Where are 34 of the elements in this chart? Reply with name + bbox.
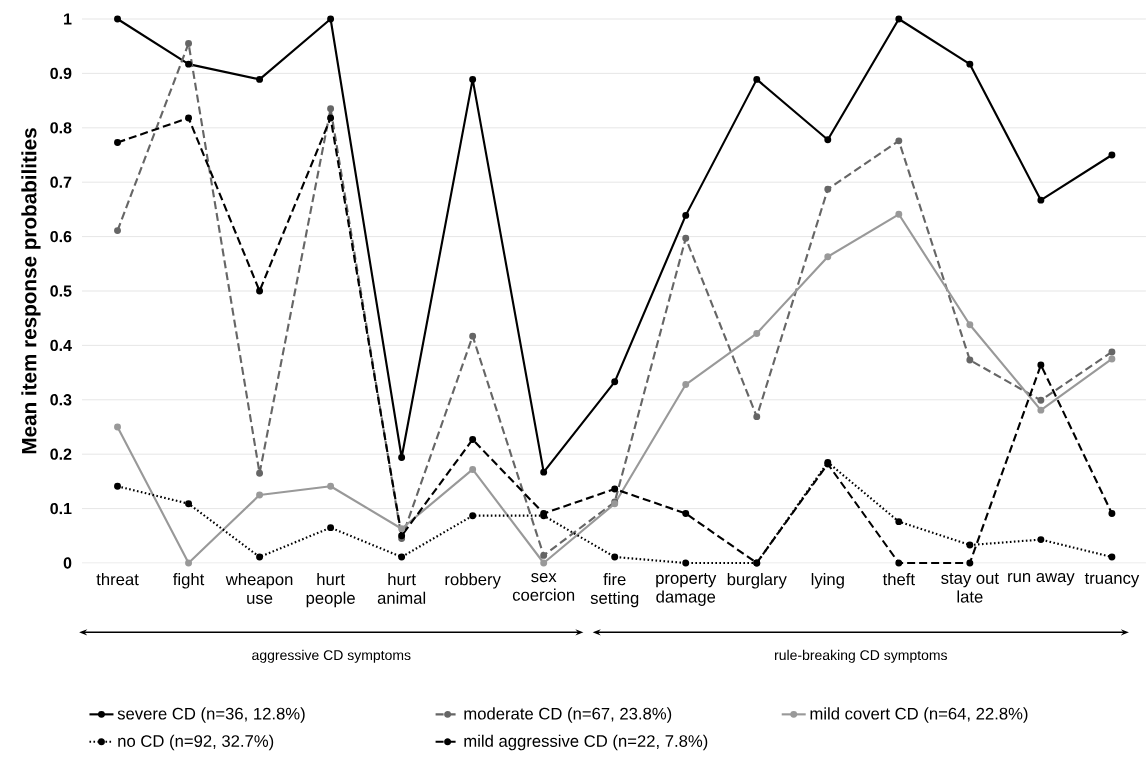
text: aggressive CD symptoms <box>252 649 411 663</box>
legend-label: moderate CD (n=67, 23.8%) <box>464 707 672 723</box>
x-tick-label: robbery <box>445 573 501 589</box>
x-tick-label: sex coercion <box>512 573 575 601</box>
y-tick-label: 0.8 <box>50 122 72 134</box>
x-tick-label: threat <box>96 573 139 586</box>
y-tick-label: 0.4 <box>50 339 72 352</box>
y-tick-label: 0.7 <box>50 176 72 188</box>
y-tick-label: 0.2 <box>50 448 72 460</box>
y-tick-label: 0.3 <box>50 394 72 406</box>
y-tick-label: 0 <box>63 557 72 569</box>
x-tick-label: lying <box>811 573 844 589</box>
y-tick-label: 0.6 <box>50 230 72 243</box>
y-tick-label: 0.9 <box>50 67 72 80</box>
y-tick-label: 1 <box>64 13 72 25</box>
legend-label: mild covert CD (n=64, 22.8%) <box>810 707 1028 723</box>
text: rule-breaking CD symptoms <box>775 649 948 663</box>
legend-label: mild aggressive CD (n=22, 7.8%) <box>464 734 708 751</box>
x-tick-label: truancy <box>1084 573 1140 588</box>
x-tick-label: wheapon use <box>225 573 293 604</box>
x-tick-label: property damage <box>656 573 717 606</box>
x-tick-label: run away <box>1008 573 1075 586</box>
x-tick-label: fire setting <box>590 573 639 608</box>
x-tick-label: fight <box>173 573 205 589</box>
x-tick-label: hurt animal <box>377 573 426 604</box>
x-tick-label: burglary <box>727 573 787 589</box>
x-tick-label: hurt people <box>306 573 355 608</box>
y-tick-label: 0.1 <box>50 502 72 515</box>
y-tick-label: 0.5 <box>50 285 72 297</box>
y-axis-title: Mean item response probabilities <box>21 128 41 454</box>
legend-label: no CD (n=92, 32.7%) <box>118 734 274 751</box>
x-tick-label: stay out late <box>941 573 999 603</box>
legend-label: severe CD (n=36, 12.8%) <box>117 707 305 723</box>
x-tick-label: theft <box>882 573 915 586</box>
